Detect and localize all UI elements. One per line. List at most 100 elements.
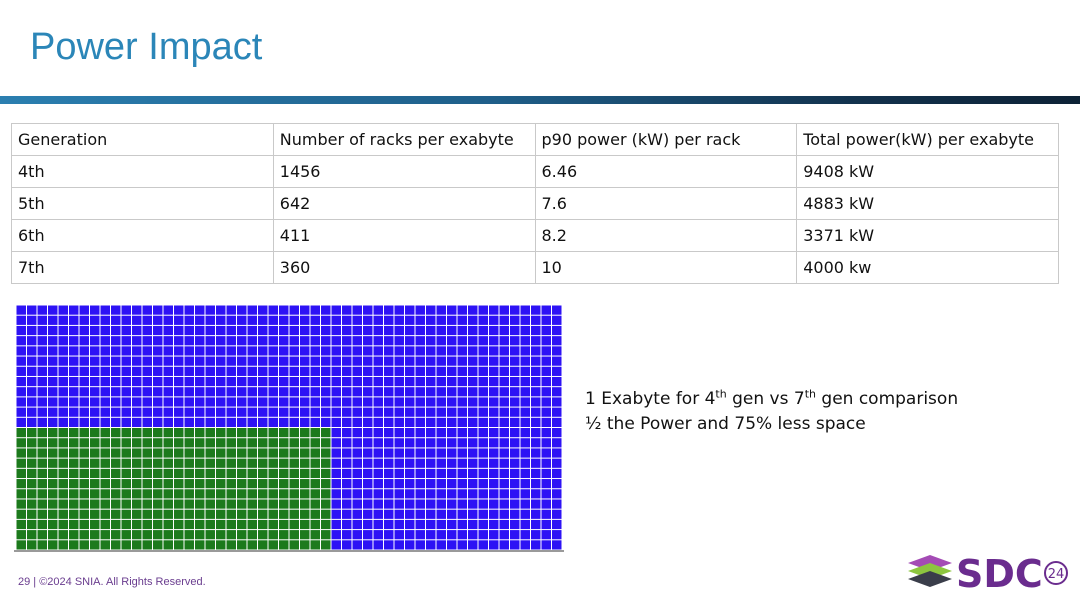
rack-cell-4th-gen [457, 387, 467, 397]
rack-cell-4th-gen [195, 346, 205, 356]
rack-cell-4th-gen [426, 458, 436, 468]
table-header-cell: Total power(kW) per exabyte [796, 123, 1059, 156]
comparison-line-2: ½ the Power and 75% less space [585, 414, 866, 434]
rack-cell-7th-gen [16, 509, 26, 519]
rack-cell-4th-gen [520, 366, 530, 376]
rack-cell-7th-gen [289, 499, 299, 509]
rack-cell-4th-gen [510, 428, 520, 438]
rack-cell-4th-gen [268, 376, 278, 387]
rack-cell-4th-gen [258, 397, 268, 407]
table-header-cell: p90 power (kW) per rack [534, 123, 798, 156]
rack-cell-7th-gen [205, 519, 215, 530]
rack-cell-4th-gen [195, 407, 205, 417]
rack-cell-4th-gen [436, 417, 446, 427]
rack-cell-4th-gen [468, 376, 478, 387]
rack-cell-7th-gen [142, 499, 152, 509]
rack-cell-4th-gen [37, 305, 47, 315]
rack-cell-4th-gen [447, 417, 457, 427]
rack-cell-4th-gen [457, 407, 467, 417]
rack-cell-7th-gen [174, 509, 184, 519]
rack-cell-4th-gen [184, 397, 194, 407]
rack-cell-7th-gen [121, 519, 131, 530]
rack-cell-4th-gen [69, 366, 79, 376]
rack-cell-4th-gen [405, 438, 415, 448]
rack-cell-4th-gen [321, 315, 331, 325]
rack-cell-4th-gen [489, 346, 499, 356]
rack-cell-4th-gen [352, 540, 362, 550]
rack-cell-4th-gen [541, 489, 551, 499]
rack-cell-4th-gen [184, 305, 194, 315]
rack-cell-7th-gen [163, 448, 173, 458]
rack-cell-4th-gen [237, 346, 247, 356]
rack-cell-4th-gen [268, 366, 278, 376]
rack-cell-4th-gen [184, 315, 194, 325]
rack-cell-4th-gen [216, 397, 226, 407]
rack-cell-4th-gen [510, 489, 520, 499]
rack-cell-4th-gen [447, 407, 457, 417]
rack-cell-7th-gen [111, 509, 121, 519]
rack-cell-4th-gen [363, 540, 373, 550]
rack-cell-7th-gen [258, 499, 268, 509]
rack-cell-4th-gen [69, 417, 79, 427]
rack-cell-7th-gen [216, 468, 226, 479]
rack-cell-7th-gen [111, 540, 121, 550]
rack-cell-4th-gen [457, 509, 467, 519]
rack-cell-7th-gen [289, 448, 299, 458]
table-row: 4th 1456 6.46 9408 kW [11, 155, 1059, 188]
rack-cell-4th-gen [27, 315, 37, 325]
rack-cell-4th-gen [342, 305, 352, 315]
rack-cell-4th-gen [373, 336, 383, 346]
rack-cell-7th-gen [27, 468, 37, 479]
rack-cell-4th-gen [27, 305, 37, 315]
rack-cell-7th-gen [90, 530, 100, 540]
rack-cell-4th-gen [79, 417, 89, 427]
rack-cell-7th-gen [321, 540, 331, 550]
rack-cell-7th-gen [48, 448, 58, 458]
rack-cell-4th-gen [468, 458, 478, 468]
rack-cell-7th-gen [247, 530, 257, 540]
rack-cell-7th-gen [195, 519, 205, 530]
rack-cell-4th-gen [552, 530, 562, 540]
rack-cell-7th-gen [195, 448, 205, 458]
rack-cell-7th-gen [184, 499, 194, 509]
rack-cell-4th-gen [489, 509, 499, 519]
rack-cell-4th-gen [100, 376, 110, 387]
rack-cell-4th-gen [321, 417, 331, 427]
rack-cell-4th-gen [37, 407, 47, 417]
rack-cell-4th-gen [426, 305, 436, 315]
rack-cell-4th-gen [384, 428, 394, 438]
rack-cell-7th-gen [247, 438, 257, 448]
rack-cell-7th-gen [226, 468, 236, 479]
rack-cell-4th-gen [510, 397, 520, 407]
rack-cell-7th-gen [58, 448, 68, 458]
rack-cell-4th-gen [331, 428, 341, 438]
rack-cell-7th-gen [58, 438, 68, 448]
rack-cell-4th-gen [468, 499, 478, 509]
rack-cell-4th-gen [457, 448, 467, 458]
rack-cell-4th-gen [394, 519, 404, 530]
rack-cell-4th-gen [426, 407, 436, 417]
rack-cell-4th-gen [499, 387, 509, 397]
rack-cell-4th-gen [163, 376, 173, 387]
rack-cell-4th-gen [184, 325, 194, 336]
rack-cell-4th-gen [363, 489, 373, 499]
rack-cell-7th-gen [69, 499, 79, 509]
rack-cell-4th-gen [457, 315, 467, 325]
rack-cell-4th-gen [37, 376, 47, 387]
rack-cell-4th-gen [394, 509, 404, 519]
rack-cell-4th-gen [541, 438, 551, 448]
rack-cell-4th-gen [520, 305, 530, 315]
rack-cell-4th-gen [100, 356, 110, 366]
rack-cell-4th-gen [552, 346, 562, 356]
table-header-cell: Generation [11, 123, 274, 156]
rack-cell-4th-gen [226, 336, 236, 346]
rack-cell-4th-gen [258, 305, 268, 315]
rack-cell-7th-gen [90, 489, 100, 499]
rack-cell-4th-gen [16, 417, 26, 427]
rack-cell-4th-gen [363, 356, 373, 366]
rack-cell-4th-gen [79, 397, 89, 407]
rack-cell-7th-gen [90, 479, 100, 489]
rack-cell-4th-gen [415, 428, 425, 438]
rack-cell-4th-gen [226, 376, 236, 387]
rack-cell-4th-gen [552, 305, 562, 315]
